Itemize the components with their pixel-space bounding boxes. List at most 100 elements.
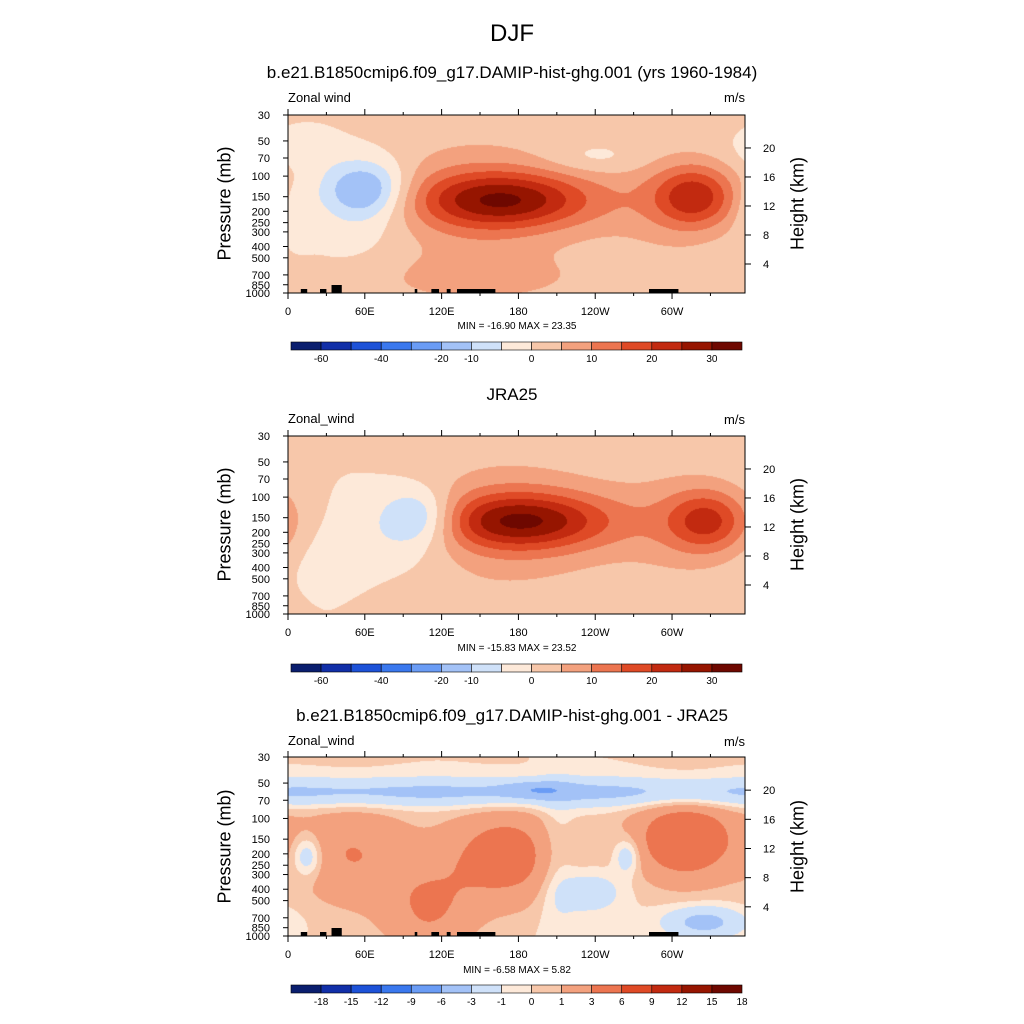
colorbar-label: -15 [344, 997, 359, 1008]
colorbar-box [561, 984, 592, 994]
colorbar-box [350, 341, 382, 351]
y-tick-label: 1000 [246, 288, 270, 300]
y-tick-label: 70 [258, 474, 270, 486]
y-tick-label: 300 [252, 870, 270, 882]
height-tick-label: 16 [763, 172, 775, 184]
colorbar-box [471, 984, 502, 994]
colorbar-label: 18 [736, 997, 748, 1008]
panel-2-right-axis-label: Height (km) [787, 478, 808, 572]
panel-3-units-label: m/s [724, 734, 745, 749]
colorbar-box [410, 663, 442, 673]
x-tick-label: 120E [429, 949, 455, 961]
panel-2-variable-label: Zonal_wind [288, 411, 355, 426]
y-tick-label: 30 [258, 431, 270, 443]
panel-2-title: JRA25 [486, 385, 538, 404]
colorbar-label: 9 [649, 997, 655, 1008]
colorbar-box [681, 663, 713, 673]
panel-3-variable-label: Zonal_wind [288, 733, 355, 748]
x-tick-label: 60W [661, 949, 684, 961]
colorbar-box [441, 663, 472, 673]
colorbar-label: -40 [374, 354, 389, 365]
colorbar-box [380, 984, 412, 994]
colorbar-label: 1 [559, 997, 565, 1008]
topography-block [414, 289, 418, 293]
panel-2-units-label: m/s [724, 412, 745, 427]
x-tick-label: 120E [429, 306, 455, 318]
colorbar-box [350, 984, 382, 994]
colorbar-box [501, 663, 532, 673]
colorbar-label: -20 [434, 354, 449, 365]
y-tick-label: 700 [252, 591, 270, 603]
height-tick-label: 8 [763, 551, 769, 563]
colorbar-box [561, 341, 592, 351]
topography-block [320, 289, 327, 293]
x-tick-label: 0 [285, 306, 291, 318]
panel-3-right-axis-label: Height (km) [787, 800, 808, 894]
colorbar-label: -12 [374, 997, 389, 1008]
colorbar-box [380, 341, 412, 351]
panel-2-left-axis-label: Pressure (mb) [214, 467, 235, 582]
colorbar-box [501, 984, 532, 994]
panel-3-contour-field [288, 757, 745, 936]
panel-2-contour-field [288, 436, 745, 614]
y-tick-label: 200 [252, 849, 270, 861]
panel-3-left-axis-label: Pressure (mb) [214, 789, 235, 904]
x-tick-label: 60W [661, 627, 684, 639]
panel-1-title: b.e21.B1850cmip6.f09_g17.DAMIP-hist-ghg.… [266, 63, 758, 82]
colorbar-label: 10 [586, 354, 598, 365]
colorbar-box [531, 984, 562, 994]
colorbar-label: 3 [589, 997, 595, 1008]
colorbar-box [651, 663, 683, 673]
colorbar-box [711, 984, 743, 994]
y-tick-label: 150 [252, 192, 270, 204]
colorbar-box [651, 984, 683, 994]
y-tick-label: 1000 [246, 931, 270, 943]
x-tick-label: 180 [509, 627, 527, 639]
colorbar-label: 0 [529, 997, 535, 1008]
topography-block [456, 932, 496, 936]
colorbar-label: 10 [586, 676, 598, 687]
y-tick-label: 200 [252, 206, 270, 218]
colorbar-label: -18 [314, 997, 329, 1008]
height-tick-label: 16 [763, 814, 775, 826]
colorbar-box [320, 341, 352, 351]
colorbar-box [531, 663, 562, 673]
topography-block [300, 289, 308, 293]
topography-block [431, 932, 440, 936]
topography-block [456, 289, 496, 293]
y-tick-label: 400 [252, 884, 270, 896]
topography-peak [331, 285, 342, 293]
colorbar-label: 6 [619, 997, 625, 1008]
colorbar-label: 20 [646, 676, 658, 687]
height-tick-label: 4 [763, 580, 769, 592]
panel-1-stats: MIN = -16.90 MAX = 23.35 [457, 321, 577, 332]
x-tick-label: 120W [581, 627, 610, 639]
plot-frame [287, 756, 746, 937]
x-tick-label: 60W [661, 306, 684, 318]
y-tick-label: 30 [258, 110, 270, 122]
colorbar-box [591, 341, 623, 351]
colorbar-label: 20 [646, 354, 658, 365]
colorbar-label: 0 [529, 676, 535, 687]
panel-1-units-label: m/s [724, 90, 745, 105]
y-tick-label: 400 [252, 241, 270, 253]
y-tick-label: 150 [252, 513, 270, 525]
y-tick-label: 100 [252, 813, 270, 825]
y-tick-label: 100 [252, 171, 270, 183]
colorbar-box [621, 663, 653, 673]
colorbar-box [681, 984, 713, 994]
colorbar-label: 30 [706, 354, 718, 365]
colorbar-label: -60 [314, 676, 329, 687]
colorbar-box [290, 984, 322, 994]
colorbar-box [651, 341, 683, 351]
colorbar-label: -6 [437, 997, 446, 1008]
y-tick-label: 100 [252, 492, 270, 504]
plot-frame [287, 435, 746, 615]
height-tick-label: 8 [763, 230, 769, 242]
colorbar-label: 0 [529, 354, 535, 365]
y-tick-label: 500 [252, 253, 270, 265]
height-tick-label: 20 [763, 785, 775, 797]
height-tick-label: 20 [763, 464, 775, 476]
height-tick-label: 4 [763, 259, 769, 271]
